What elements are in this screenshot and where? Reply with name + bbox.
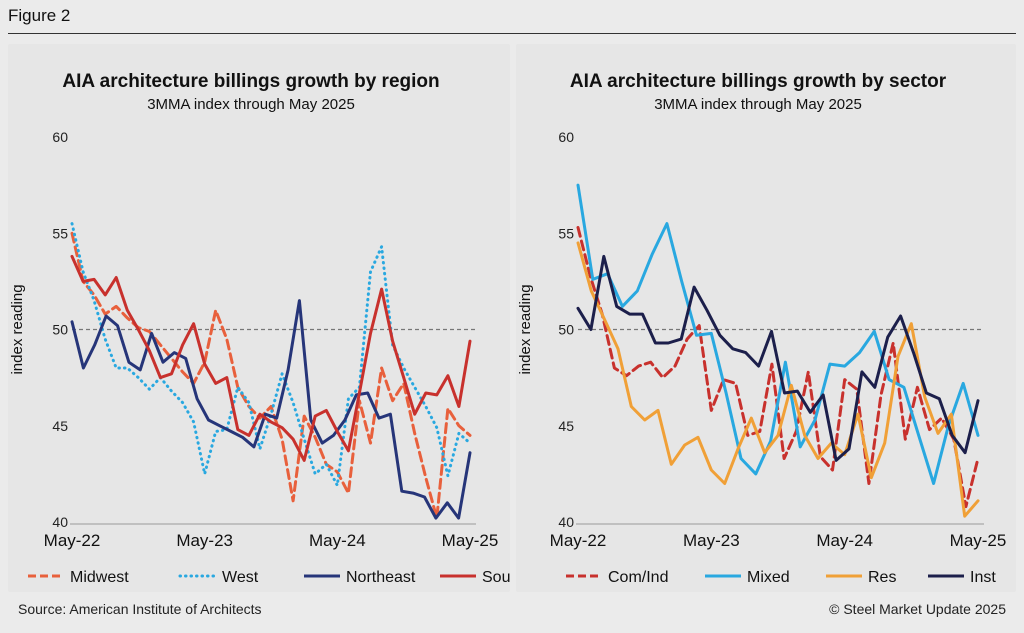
figure-divider	[8, 33, 1016, 34]
series-line-res	[576, 241, 980, 518]
legend-label: Res	[868, 569, 896, 586]
x-tick-label: May-25	[442, 531, 499, 550]
series-line-midwest	[70, 231, 472, 520]
legend-label: Northeast	[346, 569, 416, 586]
y-tick-label: 40	[52, 514, 68, 530]
x-tick-label: May-23	[683, 531, 740, 550]
y-axis-label: index reading	[517, 284, 534, 374]
y-tick-label: 55	[52, 225, 68, 241]
legend-label: South	[482, 569, 510, 586]
chart-subtitle: 3MMA index through May 2025	[147, 96, 355, 113]
legend-label: Inst	[970, 569, 996, 586]
x-tick-label: May-24	[309, 531, 366, 550]
x-tick-label: May-22	[44, 531, 101, 550]
figure-label: Figure 2	[8, 6, 71, 25]
x-tick-label: May-24	[816, 531, 873, 550]
copyright-note: © Steel Market Update 2025	[829, 601, 1006, 617]
x-tick-label: May-23	[176, 531, 233, 550]
sector-chart-panel: AIA architecture billings growth by sect…	[516, 44, 1016, 592]
legend-label: Midwest	[70, 569, 129, 586]
series-line-northeast	[70, 299, 472, 520]
y-tick-label: 50	[52, 322, 68, 338]
series-line-inst	[576, 254, 980, 462]
chart-subtitle: 3MMA index through May 2025	[654, 96, 862, 113]
chart-title: AIA architecture billings growth by sect…	[570, 71, 947, 92]
series-line-south	[70, 254, 472, 462]
y-tick-label: 55	[558, 225, 574, 241]
region-chart-panel: AIA architecture billings growth by regi…	[8, 44, 510, 592]
y-axis-label: index reading	[9, 284, 26, 374]
x-tick-label: May-22	[550, 531, 607, 550]
region-chart: AIA architecture billings growth by regi…	[9, 71, 510, 586]
y-tick-label: 45	[52, 418, 68, 434]
y-tick-label: 60	[52, 129, 68, 145]
series-line-west	[70, 222, 472, 487]
y-tick-label: 40	[558, 514, 574, 530]
x-tick-label: May-25	[950, 531, 1007, 550]
legend-label: Mixed	[747, 569, 790, 586]
series-line-mixed	[576, 183, 980, 485]
chart-title: AIA architecture billings growth by regi…	[62, 71, 439, 92]
y-tick-label: 50	[558, 322, 574, 338]
sector-chart: AIA architecture billings growth by sect…	[517, 71, 1007, 586]
legend-label: Com/Ind	[608, 569, 668, 586]
legend-label: West	[222, 569, 259, 586]
source-note: Source: American Institute of Architects	[18, 601, 262, 617]
y-tick-label: 60	[558, 129, 574, 145]
y-tick-label: 45	[558, 418, 574, 434]
